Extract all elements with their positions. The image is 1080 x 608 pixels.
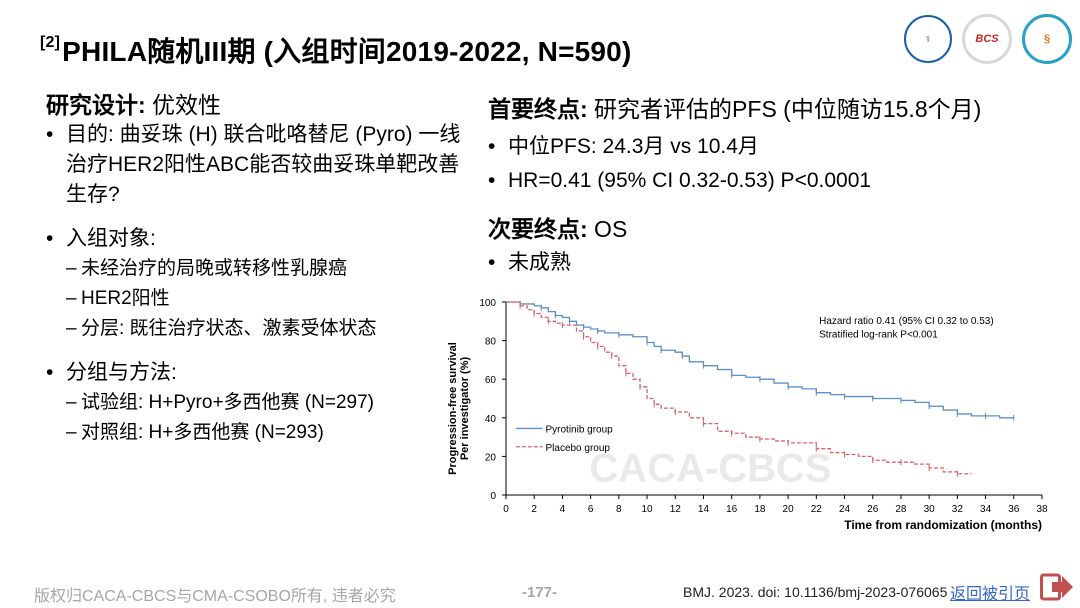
x-tick-label: 18	[754, 504, 766, 515]
x-tick-label: 14	[698, 504, 710, 515]
endpoints-column: 首要终点: 研究者评估的PFS (中位随访15.8个月) 中位PFS: 24.3…	[488, 90, 1048, 278]
copyright-text: 版权归CACA-CBCS与CMA-CSOBO所有, 违者必究	[34, 588, 396, 605]
secondary-endpoint-heading: 次要终点: OS	[488, 216, 628, 242]
bcs-logo-icon: BCS	[962, 14, 1012, 64]
back-arrow-icon[interactable]	[1040, 572, 1074, 602]
legend-label-pyrotinib: Pyrotinib group	[545, 424, 613, 435]
swirl-logo-icon: §	[1022, 14, 1072, 64]
study-design-column: 研究设计: 优效性 目的: 曲妥珠 (H) 联合吡咯替尼 (Pyro) 一线治疗…	[46, 86, 466, 448]
x-tick-label: 2	[531, 504, 537, 515]
reference-citation: BMJ. 2023. doi: 10.1136/bmj-2023-076065	[683, 584, 948, 600]
y-axis-title-line2: Per investigator (%)	[459, 357, 471, 461]
watermark-text: CACA-CBCS	[589, 446, 831, 490]
population-sub-2: HER2阳性	[46, 284, 466, 314]
x-axis-title: Time from randomization (months)	[844, 518, 1042, 532]
annotation-line1: Hazard ratio 0.41 (95% CI 0.32 to 0.53)	[819, 316, 994, 327]
x-tick-label: 38	[1036, 504, 1048, 515]
y-tick-label: 20	[485, 452, 497, 463]
page-number: -177-	[522, 584, 558, 601]
population-sub-3: 分层: 既往治疗状态、激素受体状态	[46, 314, 466, 344]
x-tick-label: 16	[726, 504, 738, 515]
logo-group: ⚕ BCS §	[904, 14, 1072, 64]
x-tick-label: 24	[839, 504, 851, 515]
title-text: PHILA随机III期 (入组时间2019-2022, N=590)	[62, 36, 632, 67]
return-link[interactable]: 返回被引页	[950, 586, 1031, 603]
y-tick-label: 80	[485, 337, 497, 348]
x-tick-label: 20	[783, 504, 795, 515]
x-tick-label: 0	[503, 504, 509, 515]
y-tick-label: 100	[479, 298, 496, 309]
title-ref: [2]	[40, 33, 61, 51]
population-bullet: 入组对象:	[46, 224, 466, 254]
primary-bullet-1: 中位PFS: 24.3月 vs 10.4月	[488, 132, 1048, 162]
x-tick-label: 30	[924, 504, 936, 515]
annotation-line2: Stratified log-rank P<0.001	[819, 330, 938, 341]
y-tick-label: 60	[485, 375, 497, 386]
seal-logo-icon: ⚕	[904, 15, 952, 63]
primary-bullet-2: HR=0.41 (95% CI 0.32-0.53) P<0.0001	[488, 166, 1048, 196]
x-tick-label: 8	[616, 504, 622, 515]
x-tick-label: 12	[670, 504, 682, 515]
x-tick-label: 26	[867, 504, 879, 515]
legend-label-placebo: Placebo group	[545, 443, 610, 454]
y-axis-title-line1: Progression-free survival	[447, 342, 459, 475]
groups-sub-1: 试验组: H+Pyro+多西他赛 (N=297)	[46, 388, 466, 418]
x-tick-label: 34	[980, 504, 992, 515]
primary-endpoint-heading: 首要终点: 研究者评估的PFS (中位随访15.8个月)	[488, 96, 982, 122]
x-tick-label: 22	[811, 504, 823, 515]
page-title: [2]PHILA随机III期 (入组时间2019-2022, N=590)	[40, 30, 631, 70]
study-design-heading: 研究设计: 优效性	[46, 92, 222, 118]
population-sub-1: 未经治疗的局晚或转移性乳腺癌	[46, 254, 466, 284]
groups-bullet: 分组与方法:	[46, 358, 466, 388]
x-tick-label: 4	[560, 504, 566, 515]
x-tick-label: 10	[641, 504, 653, 515]
groups-sub-2: 对照组: H+多西他赛 (N=293)	[46, 418, 466, 448]
y-tick-label: 40	[485, 414, 497, 425]
objective-bullet: 目的: 曲妥珠 (H) 联合吡咯替尼 (Pyro) 一线治疗HER2阳性ABC能…	[46, 120, 461, 210]
secondary-bullet-1: 未成熟	[488, 248, 1048, 278]
x-tick-label: 36	[1008, 504, 1020, 515]
x-tick-label: 6	[588, 504, 594, 515]
x-tick-label: 28	[895, 504, 907, 515]
x-tick-label: 32	[952, 504, 964, 515]
y-tick-label: 0	[490, 491, 496, 502]
